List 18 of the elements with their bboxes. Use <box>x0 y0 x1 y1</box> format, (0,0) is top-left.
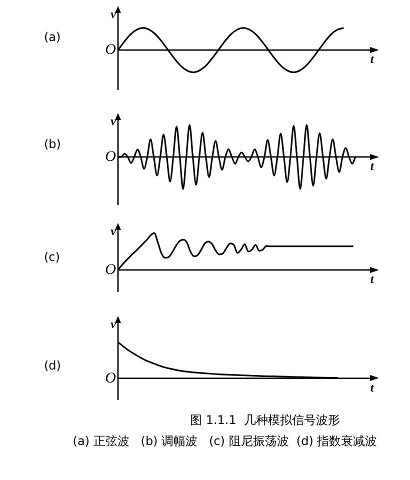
x-axis-title: t <box>370 52 374 66</box>
text: (b) <box>44 137 61 152</box>
text: O <box>105 148 116 165</box>
text: (c) <box>44 250 60 264</box>
y-axis-title: v <box>110 224 117 238</box>
y-axis-title: v <box>110 317 117 332</box>
text: (a) 正弦波 (b) 调幅波 (c) 阻尼振荡波 (d) 指数衰减波 <box>72 433 378 450</box>
text: O <box>105 262 116 278</box>
y-axis-title: v <box>110 114 117 128</box>
text: O <box>105 42 116 58</box>
y-axis-title: v <box>110 7 117 22</box>
chart-title: (a) <box>44 30 61 44</box>
text: O <box>105 370 116 386</box>
caption: 图 1.1.1 几种模拟信号波形 <box>189 412 341 429</box>
x-axis-title: t <box>370 272 374 286</box>
x-axis-title: t <box>370 380 374 394</box>
text: (d) <box>44 358 61 372</box>
x-axis-title: t <box>370 159 374 174</box>
